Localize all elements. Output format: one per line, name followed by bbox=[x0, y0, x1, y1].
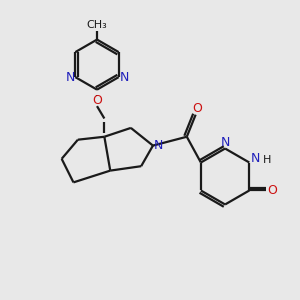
Text: O: O bbox=[92, 94, 102, 107]
Text: N: N bbox=[119, 70, 129, 84]
Text: N: N bbox=[220, 136, 230, 148]
Text: N: N bbox=[153, 139, 163, 152]
Text: H: H bbox=[263, 155, 271, 166]
Text: CH₃: CH₃ bbox=[87, 20, 107, 30]
Text: N: N bbox=[251, 152, 260, 166]
Text: O: O bbox=[192, 102, 202, 115]
Text: N: N bbox=[65, 70, 75, 84]
Text: O: O bbox=[267, 184, 277, 197]
